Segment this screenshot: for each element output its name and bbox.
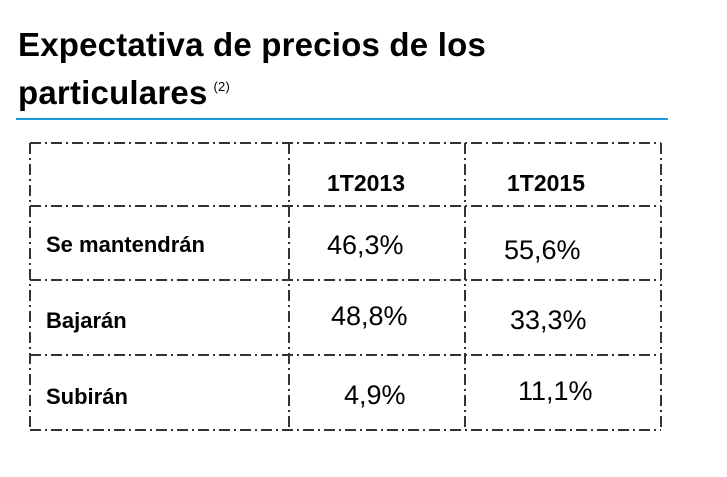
value-bajaran-1t2013: 48,8%	[331, 301, 408, 331]
title-underline	[16, 118, 668, 120]
row-label-bajaran: Bajarán	[46, 308, 127, 333]
title-line-1: Expectativa de precios de los	[18, 26, 486, 63]
value-subiran-1t2013: 4,9%	[344, 380, 406, 410]
value-se-mantendran-1t2015: 55,6%	[504, 235, 581, 265]
column-header-1t2013: 1T2013	[327, 170, 406, 196]
title-line-2-text: particulares	[18, 74, 208, 111]
value-se-mantendran-1t2013: 46,3%	[327, 230, 404, 260]
title-line-2: particulares (2)	[18, 66, 486, 114]
page-title: Expectativa de precios de los particular…	[18, 24, 486, 114]
row-label-subiran: Subirán	[46, 384, 128, 409]
footnote-marker: (2)	[213, 79, 230, 94]
value-subiran-1t2015: 11,1%	[518, 376, 593, 406]
value-bajaran-1t2015: 33,3%	[510, 305, 587, 335]
column-header-1t2015: 1T2015	[507, 170, 586, 196]
row-label-se-mantendran: Se mantendrán	[46, 232, 205, 257]
